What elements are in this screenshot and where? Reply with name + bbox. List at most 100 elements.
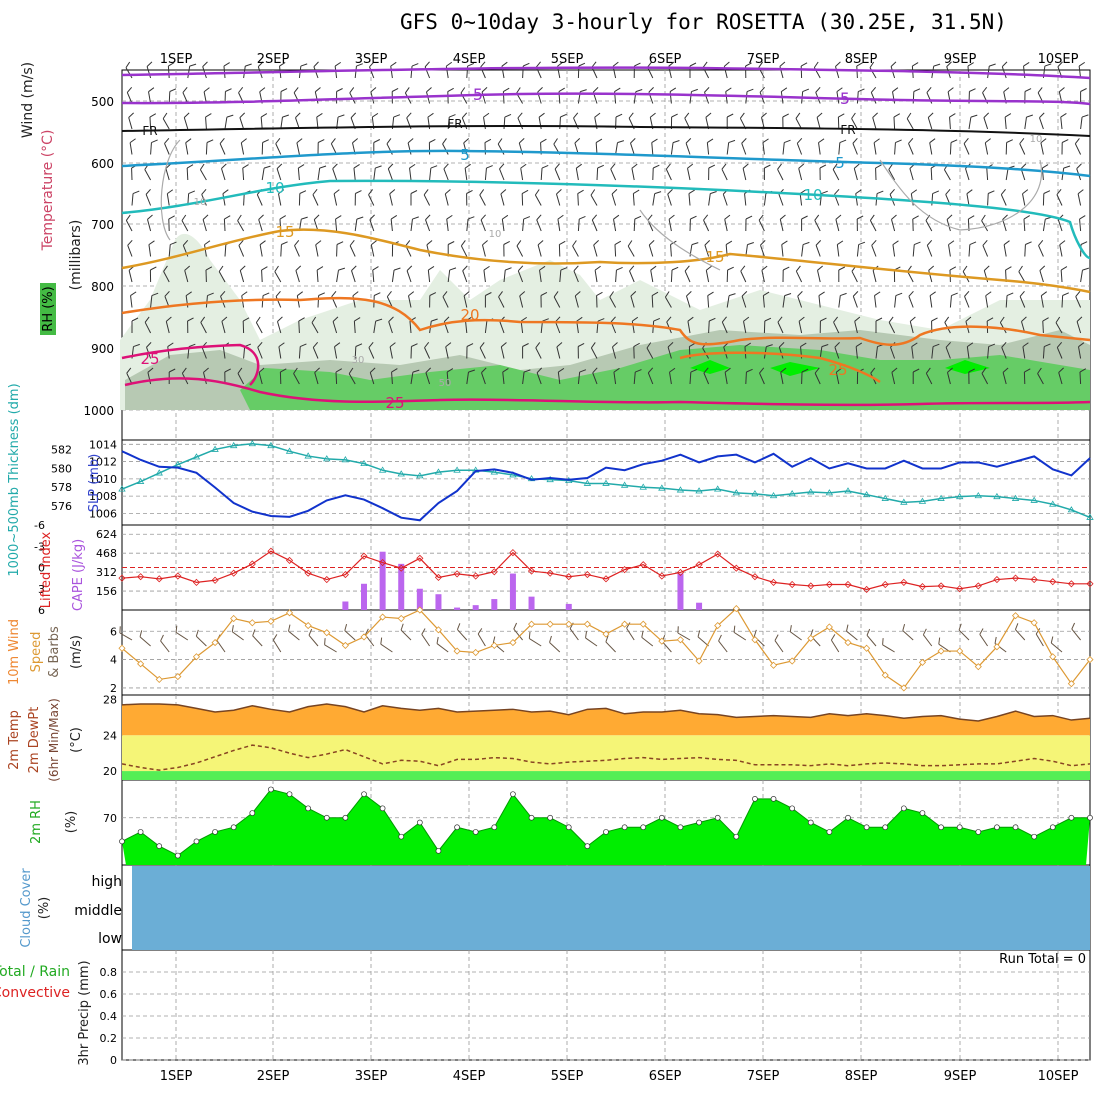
wind-barb	[721, 163, 728, 181]
date-label-bottom: 8SEP	[845, 1069, 878, 1084]
wind-barb	[818, 138, 825, 155]
wind-barb	[484, 165, 493, 181]
wind-barb	[816, 112, 823, 130]
contour-label: 30	[352, 355, 365, 366]
wind-barb	[237, 214, 245, 232]
wind-barb	[255, 316, 263, 334]
thickness-point	[937, 494, 945, 501]
date-label-bottom: 4SEP	[453, 1069, 486, 1084]
wind-barb	[349, 240, 356, 257]
li-point	[267, 547, 275, 555]
li-point	[192, 578, 201, 586]
wind10-barb	[272, 634, 282, 653]
wind-barb	[1042, 190, 1051, 206]
thickness-point	[862, 491, 871, 498]
rh-point	[714, 814, 721, 821]
thickness-point	[918, 497, 927, 504]
wind-barb	[1001, 61, 1008, 79]
wind10-barb	[436, 636, 449, 653]
li-point	[1030, 575, 1038, 584]
wind-barb	[522, 343, 529, 359]
wind-barb	[832, 163, 840, 181]
wind-speed-point	[360, 633, 368, 641]
wind-barb	[968, 241, 977, 257]
wind-barb	[387, 163, 394, 181]
wind-barb	[612, 342, 618, 359]
wind-barb	[466, 216, 475, 232]
label-wind-unit: (m/s)	[69, 635, 84, 669]
wind-barb	[296, 138, 303, 155]
wind10-barb	[1035, 628, 1044, 647]
wind-barb	[573, 265, 579, 283]
wind-barb	[706, 138, 714, 155]
rh-point	[1068, 814, 1075, 821]
wind-speed-point	[918, 658, 927, 666]
thickness-point	[732, 489, 741, 496]
wind-barb	[1079, 215, 1086, 232]
wind-barb	[500, 342, 507, 359]
wind10-barb	[979, 628, 989, 647]
contour-label: 25	[828, 361, 847, 379]
li-point	[565, 573, 573, 581]
rh-point	[658, 814, 665, 821]
rh-point	[1031, 833, 1038, 840]
wind-barb	[187, 317, 194, 334]
wind-barb	[726, 266, 734, 283]
wind-barb	[762, 291, 770, 308]
wind-barb	[534, 189, 542, 206]
precip-tick: 0.8	[100, 966, 118, 979]
temp-tick: 24	[103, 729, 117, 742]
wind-barb	[689, 368, 698, 385]
wind-barb	[627, 240, 635, 257]
wind-barb	[819, 344, 829, 359]
wind-barb	[519, 291, 526, 308]
li-point	[658, 572, 666, 580]
wind-barb	[984, 138, 991, 155]
thickness-point	[695, 487, 703, 494]
wind-barb	[590, 189, 598, 206]
wind-speed-point	[267, 617, 275, 625]
wind10-barb	[324, 638, 337, 653]
wind-barb	[1060, 113, 1067, 130]
wind-barb	[278, 342, 285, 359]
wind-speed-point	[583, 620, 591, 628]
wind-barb	[503, 113, 512, 130]
wind-barb	[615, 140, 625, 155]
wind-barb	[293, 87, 300, 104]
wind-barb	[592, 367, 598, 385]
wind-barb	[258, 214, 264, 232]
wind-speed-point	[900, 684, 908, 692]
wind-barb	[782, 139, 791, 155]
label-cloud-cover: Cloud Cover	[19, 868, 34, 948]
wind-barb	[167, 62, 175, 79]
wind-barb	[670, 266, 679, 283]
thickness-point	[174, 460, 182, 467]
wind-barb	[464, 163, 471, 181]
thickness-point	[658, 484, 666, 491]
li-point	[956, 585, 964, 593]
thickness-point	[751, 490, 759, 497]
wind-barb	[801, 215, 808, 231]
slp-tick: 1014	[89, 438, 117, 451]
wind-speed-point	[155, 675, 163, 683]
label-2m-rh: 2m RH	[29, 800, 44, 844]
wind-barb	[517, 112, 524, 130]
precip-tick: 0.6	[100, 988, 118, 1001]
wind-barb	[168, 241, 177, 257]
wind-barb	[911, 342, 918, 359]
thickness-point	[1067, 506, 1076, 513]
wind-barb	[651, 138, 658, 155]
contour-label: FR	[142, 124, 157, 138]
rh-point	[938, 824, 944, 831]
wind-barb	[630, 291, 637, 308]
wind-barb	[852, 291, 859, 308]
wind-barb	[928, 265, 935, 283]
wind-barb	[796, 138, 803, 155]
dewpoint-line	[121, 744, 1091, 771]
wind-barb	[145, 189, 152, 206]
wind-barb	[240, 138, 247, 155]
wind-barb	[149, 266, 157, 283]
wind-barb	[929, 138, 936, 155]
wind-barb	[354, 216, 364, 232]
wind-barb	[334, 342, 341, 359]
